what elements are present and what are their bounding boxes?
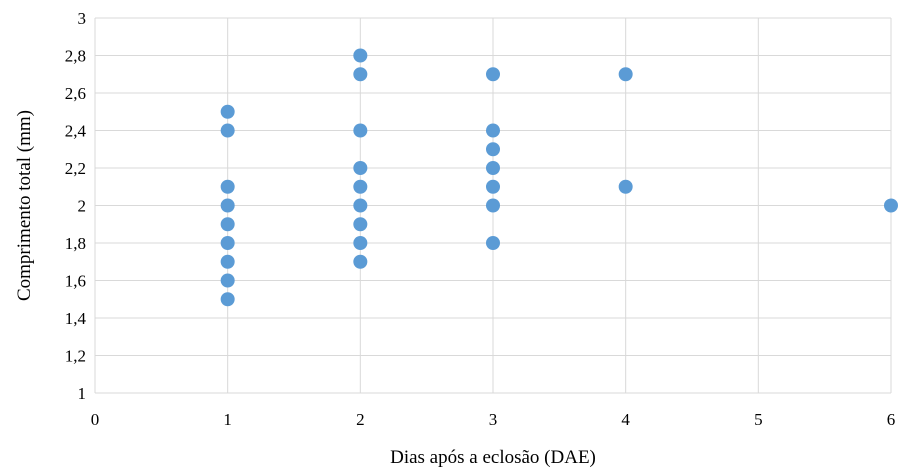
data-point: [353, 217, 368, 232]
data-point: [353, 198, 368, 213]
data-point: [486, 179, 500, 194]
data-point: [486, 236, 500, 250]
data-point: [884, 198, 898, 213]
y-tick-label: 1,4: [65, 309, 87, 328]
x-tick-label: 5: [754, 410, 763, 429]
y-tick-label: 2,8: [65, 47, 86, 66]
data-point: [618, 179, 633, 194]
data-point: [353, 123, 368, 138]
y-axis-title: Comprimento total (mm): [14, 110, 35, 301]
data-point: [220, 254, 235, 269]
axes: [94, 18, 891, 394]
tick-labels: 11,21,41,61,822,22,42,62,830 1 2 3 4 5 6: [65, 9, 896, 429]
x-tick-label: 3: [489, 410, 498, 429]
data-point: [220, 292, 235, 307]
x-tick-label: 6: [887, 410, 896, 429]
x-tick-label: 0: [91, 410, 100, 429]
data-point: [486, 161, 500, 175]
y-tick-label: 2,6: [65, 84, 86, 103]
data-point: [220, 198, 235, 213]
x-tick-label: 4: [621, 410, 630, 429]
data-point: [220, 104, 235, 119]
data-point: [486, 142, 500, 157]
data-point: [353, 179, 368, 194]
y-tick-label: 1,2: [65, 347, 86, 366]
data-point: [486, 123, 500, 138]
data-point: [220, 236, 235, 250]
y-tick-label: 1: [78, 384, 87, 403]
y-tick-label: 2,4: [65, 122, 87, 141]
data-point: [220, 273, 235, 288]
y-tick-label: 2: [78, 197, 87, 216]
data-point: [618, 67, 633, 82]
x-axis-title: Dias após a eclosão (DAE): [390, 447, 596, 468]
y-tick-label: 2,2: [65, 159, 86, 178]
data-point: [353, 254, 368, 269]
y-tick-label: 1,8: [65, 234, 86, 253]
data-point: [353, 161, 368, 175]
data-point: [353, 67, 368, 82]
data-point: [353, 48, 368, 63]
data-point: [220, 123, 235, 138]
y-tick-label: 3: [78, 9, 87, 28]
data-point: [353, 236, 368, 250]
data-point: [220, 179, 235, 194]
data-point: [486, 198, 500, 213]
y-tick-label: 1,6: [65, 272, 86, 291]
data-point: [486, 67, 500, 82]
data-points: [220, 48, 898, 307]
x-tick-label: 2: [356, 410, 365, 429]
data-point: [220, 217, 235, 232]
x-tick-label: 1: [223, 410, 232, 429]
